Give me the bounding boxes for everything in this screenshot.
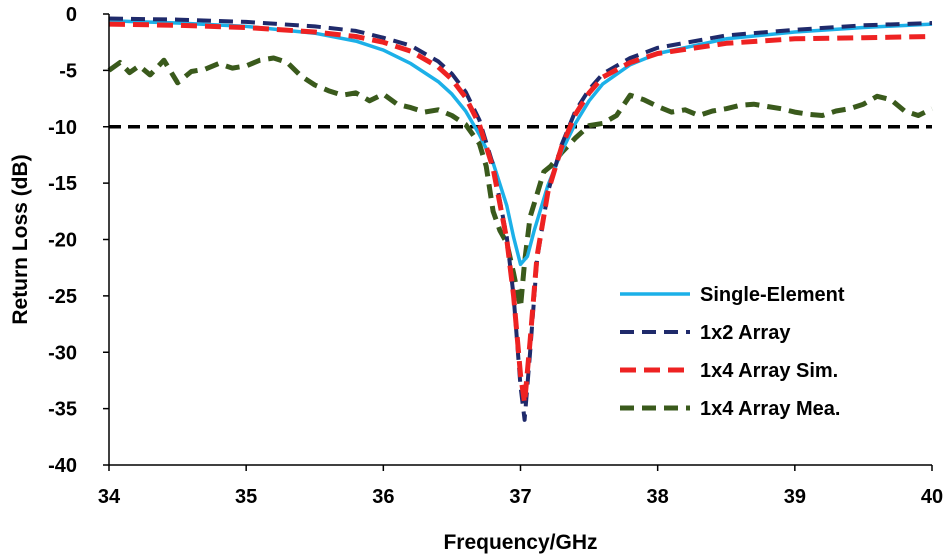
legend: Single-Element 1x2 Array 1x4 Array Sim. 1x4… [620,284,845,420]
y-tick-label: -30 [48,342,77,364]
x-tick-label: 38 [647,486,669,508]
series-line-1 [108,16,933,422]
series-line-0 [108,19,933,267]
y-tick-labels: 0 -5 -10 -15 -20 -25 -30 -35 -40 [48,4,77,477]
x-axis-label: Frequency/GHz [443,531,597,554]
legend-label-1: 1x2 Array [700,322,791,344]
y-tick-label: -40 [48,455,77,477]
y-tick-label: -5 [59,60,77,82]
x-tick-label: 39 [784,486,806,508]
y-tick-label: -25 [48,286,77,308]
x-tick-label: 36 [372,486,394,508]
series-line-2 [108,21,933,406]
legend-label-0: Single-Element [700,284,845,306]
x-tick-labels: 34 35 36 37 38 39 40 [98,486,943,508]
y-tick-label: -10 [48,117,77,139]
y-axis-label: Return Loss (dB) [9,154,32,324]
y-tick-label: 0 [66,4,77,26]
x-tick-label: 35 [235,486,257,508]
x-tick-label: 34 [98,486,121,508]
y-tick-label: -15 [48,173,77,195]
legend-label-2: 1x4 Array Sim. [700,360,838,382]
series-line-3 [107,55,934,310]
series-layer [107,16,934,422]
y-tick-label: -35 [48,399,77,421]
x-tick-label: 37 [509,486,531,508]
x-tick-label: 40 [921,486,943,508]
legend-label-3: 1x4 Array Mea. [700,398,840,420]
axes [103,13,933,471]
y-tick-label: -20 [48,230,77,252]
